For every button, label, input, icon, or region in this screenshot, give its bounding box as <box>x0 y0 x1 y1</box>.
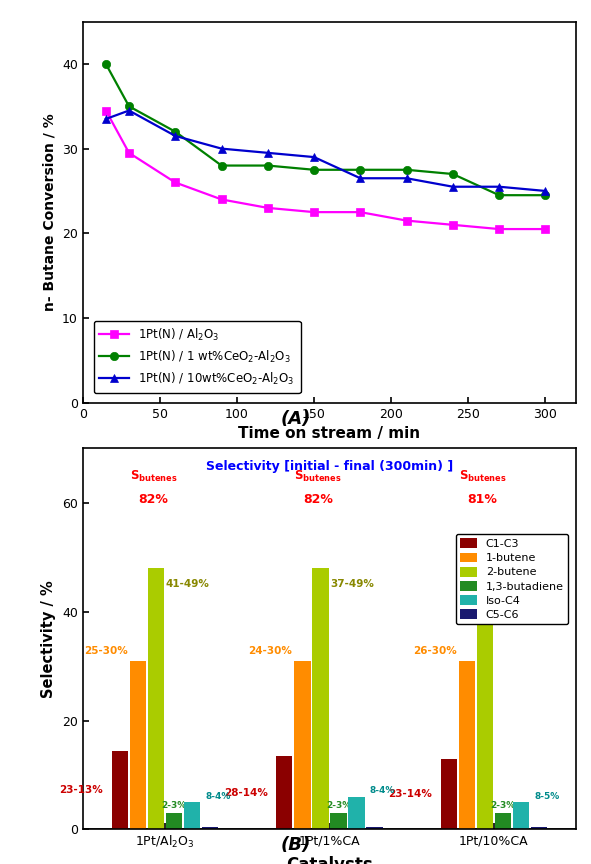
1Pt(N) / 1 wt%CeO$_2$-Al$_2$O$_3$ <box>542 190 549 200</box>
Bar <box>477 565 493 829</box>
Text: 23-13%: 23-13% <box>60 785 103 795</box>
1Pt(N) / 10wt%CeO$_2$-Al$_2$O$_3$ <box>264 148 271 158</box>
1Pt(N) / 10wt%CeO$_2$-Al$_2$O$_3$ <box>496 181 503 192</box>
1Pt(N) / 10wt%CeO$_2$-Al$_2$O$_3$ <box>172 130 179 141</box>
1Pt(N) / 1 wt%CeO$_2$-Al$_2$O$_3$ <box>125 101 132 111</box>
1Pt(N) / Al$_2$O$_3$ <box>357 207 364 218</box>
1Pt(N) / 10wt%CeO$_2$-Al$_2$O$_3$ <box>125 105 132 116</box>
1Pt(N) / Al$_2$O$_3$ <box>310 207 317 218</box>
Text: 28-14%: 28-14% <box>224 788 268 797</box>
1Pt(N) / 10wt%CeO$_2$-Al$_2$O$_3$ <box>310 152 317 162</box>
1Pt(N) / Al$_2$O$_3$ <box>403 215 410 226</box>
1Pt(N) / 10wt%CeO$_2$-Al$_2$O$_3$ <box>403 173 410 183</box>
Bar <box>531 827 547 829</box>
1Pt(N) / Al$_2$O$_3$ <box>449 219 456 230</box>
Y-axis label: n- Butane Conversion / %: n- Butane Conversion / % <box>43 113 57 311</box>
Text: 2-3%: 2-3% <box>326 802 351 810</box>
Text: 37-49%: 37-49% <box>330 579 374 589</box>
Bar <box>294 661 310 829</box>
Text: Selectivity [initial - final (300min) ]: Selectivity [initial - final (300min) ] <box>206 460 453 473</box>
Text: 24-30%: 24-30% <box>249 646 293 657</box>
Bar <box>129 661 146 829</box>
1Pt(N) / 1 wt%CeO$_2$-Al$_2$O$_3$ <box>264 161 271 171</box>
Text: 8-5%: 8-5% <box>534 791 560 801</box>
Text: 25-30%: 25-30% <box>85 646 128 657</box>
1Pt(N) / Al$_2$O$_3$ <box>172 177 179 187</box>
Text: $\mathbf{S_{butenes}}$: $\mathbf{S_{butenes}}$ <box>129 468 177 484</box>
Text: 23-14%: 23-14% <box>388 789 432 799</box>
Text: 81%: 81% <box>467 492 498 505</box>
1Pt(N) / Al$_2$O$_3$ <box>496 224 503 234</box>
Legend: C1-C3, 1-butene, 2-butene, 1,3-butadiene, Iso-C4, C5-C6: C1-C3, 1-butene, 2-butene, 1,3-butadiene… <box>456 534 568 624</box>
Text: 41-48%: 41-48% <box>495 576 539 587</box>
Bar <box>349 797 365 829</box>
Bar <box>166 813 182 829</box>
Bar <box>366 827 383 829</box>
Text: 8-4%: 8-4% <box>370 786 395 795</box>
1Pt(N) / 10wt%CeO$_2$-Al$_2$O$_3$ <box>102 114 109 124</box>
1Pt(N) / Al$_2$O$_3$ <box>218 194 225 205</box>
Line: 1Pt(N) / Al$_2$O$_3$: 1Pt(N) / Al$_2$O$_3$ <box>102 106 550 233</box>
Bar <box>440 759 457 829</box>
Text: 2-3%: 2-3% <box>161 802 187 810</box>
Bar <box>112 751 128 829</box>
Bar <box>184 802 200 829</box>
Text: 26-30%: 26-30% <box>413 646 457 657</box>
1Pt(N) / 1 wt%CeO$_2$-Al$_2$O$_3$ <box>357 165 364 175</box>
1Pt(N) / 1 wt%CeO$_2$-Al$_2$O$_3$ <box>449 168 456 179</box>
X-axis label: Catalysts: Catalysts <box>286 856 373 864</box>
1Pt(N) / 1 wt%CeO$_2$-Al$_2$O$_3$ <box>102 59 109 69</box>
Bar <box>276 756 293 829</box>
1Pt(N) / 1 wt%CeO$_2$-Al$_2$O$_3$ <box>172 126 179 137</box>
Bar <box>202 827 219 829</box>
1Pt(N) / 10wt%CeO$_2$-Al$_2$O$_3$ <box>449 181 456 192</box>
Y-axis label: Selectivity / %: Selectivity / % <box>41 580 57 698</box>
Bar <box>330 813 347 829</box>
Text: $\mathbf{S_{butenes}}$: $\mathbf{S_{butenes}}$ <box>459 468 506 484</box>
1Pt(N) / Al$_2$O$_3$ <box>542 224 549 234</box>
Bar <box>513 802 530 829</box>
X-axis label: Time on stream / min: Time on stream / min <box>238 426 421 442</box>
Bar <box>312 569 329 829</box>
Text: 82%: 82% <box>138 492 168 505</box>
Bar <box>495 813 511 829</box>
Text: 82%: 82% <box>303 492 333 505</box>
Text: 2-3%: 2-3% <box>491 802 516 810</box>
1Pt(N) / 10wt%CeO$_2$-Al$_2$O$_3$ <box>542 186 549 196</box>
Bar <box>148 569 164 829</box>
1Pt(N) / Al$_2$O$_3$ <box>264 203 271 213</box>
1Pt(N) / Al$_2$O$_3$ <box>125 148 132 158</box>
1Pt(N) / 10wt%CeO$_2$-Al$_2$O$_3$ <box>357 173 364 183</box>
1Pt(N) / 1 wt%CeO$_2$-Al$_2$O$_3$ <box>310 165 317 175</box>
Text: $\mathbf{S_{butenes}}$: $\mathbf{S_{butenes}}$ <box>294 468 342 484</box>
Text: 41-49%: 41-49% <box>166 579 210 589</box>
1Pt(N) / Al$_2$O$_3$ <box>102 105 109 116</box>
Line: 1Pt(N) / 1 wt%CeO$_2$-Al$_2$O$_3$: 1Pt(N) / 1 wt%CeO$_2$-Al$_2$O$_3$ <box>102 60 550 200</box>
1Pt(N) / 10wt%CeO$_2$-Al$_2$O$_3$ <box>218 143 225 154</box>
1Pt(N) / 1 wt%CeO$_2$-Al$_2$O$_3$ <box>403 165 410 175</box>
1Pt(N) / 1 wt%CeO$_2$-Al$_2$O$_3$ <box>496 190 503 200</box>
Text: (A): (A) <box>280 410 311 428</box>
Text: 8-4%: 8-4% <box>205 791 230 801</box>
1Pt(N) / 1 wt%CeO$_2$-Al$_2$O$_3$ <box>218 161 225 171</box>
Text: (B): (B) <box>280 836 311 854</box>
Bar <box>459 661 475 829</box>
Line: 1Pt(N) / 10wt%CeO$_2$-Al$_2$O$_3$: 1Pt(N) / 10wt%CeO$_2$-Al$_2$O$_3$ <box>102 106 550 195</box>
Legend: 1Pt(N) / Al$_2$O$_3$, 1Pt(N) / 1 wt%CeO$_2$-Al$_2$O$_3$, 1Pt(N) / 10wt%CeO$_2$-A: 1Pt(N) / Al$_2$O$_3$, 1Pt(N) / 1 wt%CeO$… <box>93 321 301 393</box>
